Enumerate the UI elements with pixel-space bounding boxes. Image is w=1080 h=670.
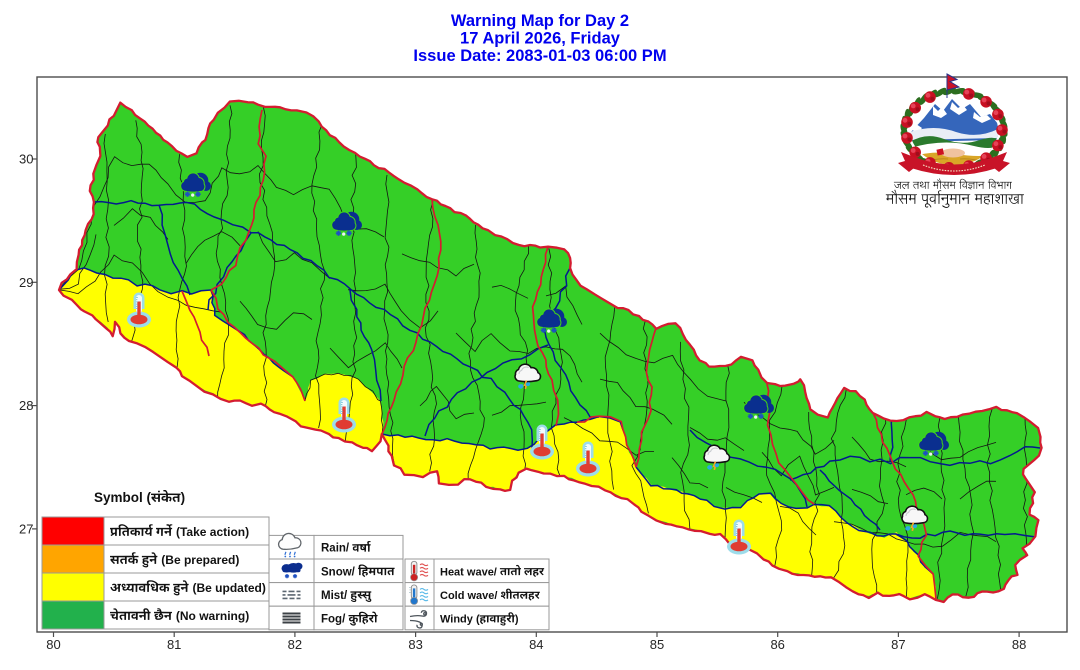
svg-text:Windy (: Windy ( [440, 614, 480, 626]
svg-text:87: 87 [891, 637, 905, 652]
svg-text:Heat wave/: Heat wave/ [440, 566, 497, 578]
svg-text:Snow/: Snow/ [321, 566, 356, 578]
svg-text:85: 85 [650, 637, 664, 652]
svg-text:82: 82 [288, 637, 302, 652]
svg-text:): ) [181, 490, 186, 505]
svg-text:Cold wave/: Cold wave/ [440, 590, 497, 602]
svg-text:Rain/: Rain/ [321, 543, 350, 555]
svg-text:83: 83 [408, 637, 422, 652]
svg-text:Mist/: Mist/ [321, 590, 348, 602]
svg-text:86: 86 [770, 637, 784, 652]
svg-text:Fog/: Fog/ [321, 614, 346, 626]
svg-text:Issue Date: 2083-01-03 06:00 P: Issue Date: 2083-01-03 06:00 PM [413, 47, 666, 65]
svg-text:(Be prepared): (Be prepared) [161, 553, 239, 567]
svg-text:Warning Map for Day 2: Warning Map for Day 2 [451, 12, 629, 30]
svg-text:28: 28 [19, 398, 33, 413]
svg-text:(No warning): (No warning) [176, 609, 249, 623]
svg-text:30: 30 [19, 152, 33, 167]
svg-text:(Be updated): (Be updated) [193, 581, 266, 595]
svg-text:29: 29 [19, 275, 33, 290]
svg-text:81: 81 [167, 637, 181, 652]
svg-text:27: 27 [19, 521, 33, 536]
svg-text:(Take action): (Take action) [176, 525, 249, 539]
svg-text:Symbol (: Symbol ( [94, 490, 152, 505]
svg-text:80: 80 [46, 637, 60, 652]
svg-text:17 April 2026, Friday: 17 April 2026, Friday [460, 30, 621, 48]
svg-text:): ) [515, 614, 519, 626]
svg-text:88: 88 [1012, 637, 1026, 652]
svg-text:84: 84 [529, 637, 543, 652]
